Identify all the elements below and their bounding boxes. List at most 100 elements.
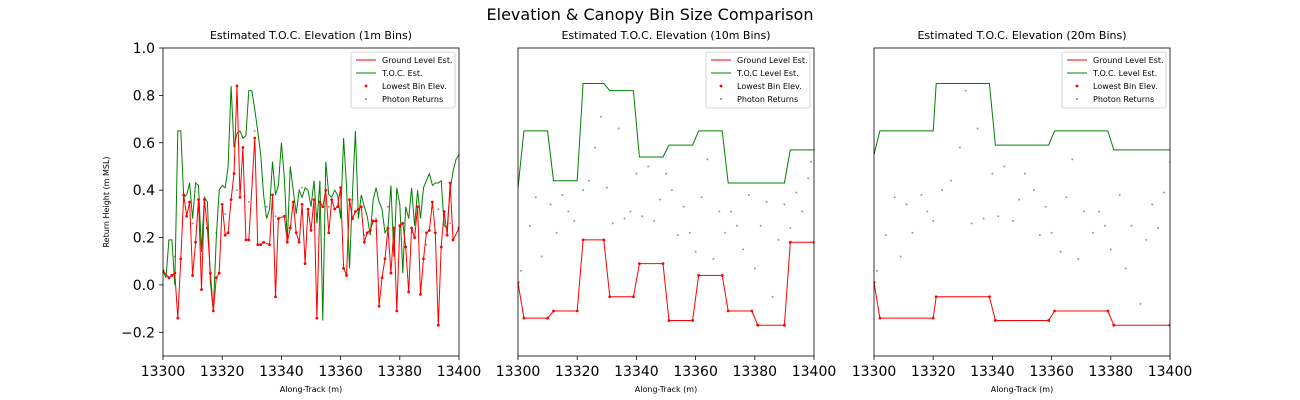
lowest-bin-point [217,271,221,275]
photon-return-point [1130,224,1133,227]
photon-return-point [449,222,452,225]
lowest-bin-point [185,214,189,218]
photon-return-point [659,198,662,201]
legend-marker-swatch [719,84,723,88]
photon-return-point [555,231,558,234]
photon-return-point [593,146,596,149]
legend: Ground Level Est. T.O.C. Est. Lowest Bin E… [350,51,456,109]
lowest-bin-point [1112,323,1116,327]
lowest-bin-point [259,243,263,247]
lowest-bin-point [294,231,298,235]
legend-label: Ground Level Est. [737,56,808,65]
lowest-bin-point [756,323,760,327]
photon-return-point [991,172,994,175]
photon-return-point [617,127,620,130]
photon-return-point [567,210,570,213]
y-axis-label: Return Height (m MSL) [102,156,111,247]
photon-return-point [1023,172,1026,175]
legend-marker-swatch [1076,98,1078,100]
lowest-bin-point [336,205,340,209]
photon-return-point [970,222,973,225]
photon-return-point [694,250,697,253]
lowest-bin-point [339,186,342,190]
lowest-bin-point [318,200,322,204]
lowest-bin-point [238,195,242,199]
photon-return-point [753,267,756,270]
photon-return-point [783,203,786,206]
photon-return-point [386,205,389,208]
lowest-bin-point [232,172,236,175]
photon-return-point [765,201,768,203]
lowest-bin-point [386,226,390,230]
lowest-bin-point [931,316,935,320]
photon-return-point [730,210,733,213]
photon-return-point [759,224,762,227]
photon-return-point [875,269,878,272]
lowest-bin-point [602,238,606,242]
lowest-bin-point [268,243,271,247]
photon-return-point [1018,198,1021,201]
lowest-bin-point [439,245,443,249]
photon-return-point [534,196,537,199]
photon-return-point [1077,257,1080,260]
photon-return-point [573,219,576,222]
lowest-bin-point [416,205,419,209]
subplot-title: Estimated T.O.C. Elevation (10m Bins) [561,29,770,42]
legend-marker-swatch [720,98,722,100]
photon-return-point [1071,158,1074,161]
photon-return-point [724,231,727,234]
photon-return-point [676,234,679,237]
photon-return-point [1050,231,1053,234]
lowest-bin-point [404,245,408,249]
lowest-bin-point [200,288,203,292]
lowest-bin-point [247,238,251,242]
lowest-bin-point [220,202,224,206]
legend-label: T.O.C. Est. [381,69,423,78]
lowest-bin-point [575,309,579,313]
lowest-bin-point [934,295,938,299]
lowest-bin-point [351,217,354,220]
photon-return-point [605,186,608,189]
subplot-title: Estimated T.O.C. Elevation (20m Bins) [917,29,1126,42]
photon-return-point [425,243,428,246]
lowest-bin-point [413,236,416,239]
x-tick-label: 13400 [1148,364,1193,380]
legend-label: Lowest Bin Elev. [382,82,447,91]
lowest-bin-point [726,309,730,313]
photon-return-point [641,215,644,218]
lowest-bin-point [345,274,348,277]
photon-return-point [682,205,685,208]
photon-return-point [1151,203,1154,206]
lowest-bin-point [433,231,437,235]
lowest-bin-point [208,271,212,275]
legend-marker-swatch [1075,84,1079,88]
y-tick-label: 1.0 [133,41,155,57]
photon-return-point [1038,234,1041,237]
photon-return-point [1118,193,1121,196]
legend-marker-swatch [365,98,367,100]
x-tick-label: 13340 [614,364,659,380]
legend-label: Ground Level Est. [382,56,453,65]
chart-3: Estimated T.O.C. Elevation (20m Bins) 133… [852,29,1193,394]
lowest-bin-point [395,309,399,313]
lowest-bin-point [422,257,425,261]
axes-frame [162,47,460,357]
photon-return-point [540,255,543,258]
lowest-bin-point [445,233,449,237]
photon-return-point [807,177,810,180]
photon-return-point [247,201,250,203]
photon-return-point [623,217,626,220]
photon-return-point [1003,165,1006,168]
legend-label: Ground Level Est. [1093,56,1164,65]
x-tick-label: 13340 [970,364,1015,380]
figure-title: Elevation & Canopy Bin Size Comparison [487,5,814,24]
photon-return-point [905,203,908,206]
photon-return-point [599,115,602,118]
lowest-bin-point [191,274,195,277]
x-axis-label: Along-Track (m) [991,385,1053,394]
ground-level-line [518,239,814,326]
photon-return-point [549,203,552,206]
x-tick-label: 13400 [437,364,482,380]
legend-box [350,51,456,109]
legend-label: Photon Returns [737,95,798,104]
